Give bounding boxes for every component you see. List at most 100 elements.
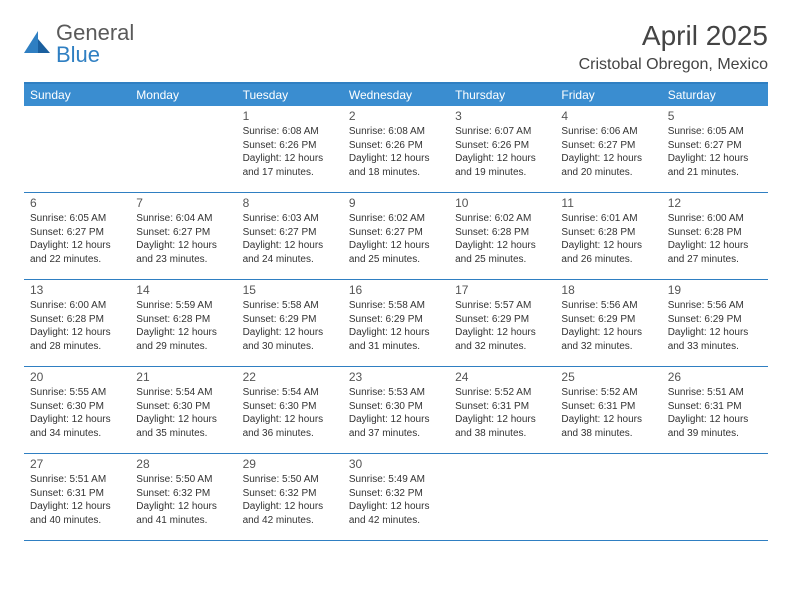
day-info: Sunrise: 6:05 AMSunset: 6:27 PMDaylight:… [668, 125, 762, 179]
calendar-header-row: SundayMondayTuesdayWednesdayThursdayFrid… [24, 84, 768, 106]
calendar-cell: 7 Sunrise: 6:04 AMSunset: 6:27 PMDaylight… [130, 193, 236, 279]
calendar-cell [24, 106, 130, 192]
calendar-cell: 14 Sunrise: 5:59 AMSunset: 6:28 PMDayligh… [130, 280, 236, 366]
day-number: 24 [455, 370, 549, 384]
calendar-cell: 10Sunrise: 6:02 AMSunset: 6:28 PMDayligh… [449, 193, 555, 279]
day-number: 10 [455, 196, 549, 210]
calendar-cell: 23 Sunrise: 5:53 AMSunset: 6:30 PMDayligh… [343, 367, 449, 453]
logo-text: General Blue [56, 20, 134, 68]
calendar-cell: 6 Sunrise: 6:05 AMSunset: 6:27 PMDaylight… [24, 193, 130, 279]
day-number: 20 [30, 370, 124, 384]
calendar-cell: 19 Sunrise: 5:56 AMSunset: 6:29 PMDayligh… [662, 280, 768, 366]
day-info: Sunrise: 5:54 AMSunset: 6:30 PMDaylight:… [243, 386, 337, 440]
day-info: Sunrise: 5:50 AMSunset: 6:32 PMDaylight:… [243, 473, 337, 527]
day-info: Sunrise: 6:08 AMSunset: 6:26 PMDaylight:… [349, 125, 443, 179]
day-info: Sunrise: 5:54 AMSunset: 6:30 PMDaylight:… [136, 386, 230, 440]
day-info: Sunrise: 5:52 AMSunset: 6:31 PMDaylight:… [561, 386, 655, 440]
calendar-cell: 17 Sunrise: 5:57 AMSunset: 6:29 PMDayligh… [449, 280, 555, 366]
day-number: 28 [136, 457, 230, 471]
calendar-cell: 1 Sunrise: 6:08 AMSunset: 6:26 PMDaylight… [237, 106, 343, 192]
calendar-cell: 24 Sunrise: 5:52 AMSunset: 6:31 PMDayligh… [449, 367, 555, 453]
weekday-header: Saturday [662, 84, 768, 106]
day-number: 21 [136, 370, 230, 384]
day-number: 1 [243, 109, 337, 123]
calendar-cell: 15 Sunrise: 5:58 AMSunset: 6:29 PMDayligh… [237, 280, 343, 366]
calendar-cell: 18 Sunrise: 5:56 AMSunset: 6:29 PMDayligh… [555, 280, 661, 366]
calendar-cell: 2 Sunrise: 6:08 AMSunset: 6:26 PMDaylight… [343, 106, 449, 192]
logo-icon [24, 31, 52, 58]
day-info: Sunrise: 6:01 AMSunset: 6:28 PMDaylight:… [561, 212, 655, 266]
weekday-header: Tuesday [237, 84, 343, 106]
day-number: 29 [243, 457, 337, 471]
weekday-header: Friday [555, 84, 661, 106]
day-number: 13 [30, 283, 124, 297]
calendar-cell: 9 Sunrise: 6:02 AMSunset: 6:27 PMDaylight… [343, 193, 449, 279]
calendar-cell: 26 Sunrise: 5:51 AMSunset: 6:31 PMDayligh… [662, 367, 768, 453]
day-number: 26 [668, 370, 762, 384]
weekday-header: Wednesday [343, 84, 449, 106]
calendar-cell: 30Sunrise: 5:49 AMSunset: 6:32 PMDayligh… [343, 454, 449, 540]
day-info: Sunrise: 6:08 AMSunset: 6:26 PMDaylight:… [243, 125, 337, 179]
calendar-cell: 4Sunrise: 6:06 AMSunset: 6:27 PMDaylight… [555, 106, 661, 192]
calendar-cell: 16 Sunrise: 5:58 AMSunset: 6:29 PMDayligh… [343, 280, 449, 366]
weekday-header: Monday [130, 84, 236, 106]
day-number: 3 [455, 109, 549, 123]
day-number: 27 [30, 457, 124, 471]
day-info: Sunrise: 5:56 AMSunset: 6:29 PMDaylight:… [561, 299, 655, 353]
calendar-cell: 25 Sunrise: 5:52 AMSunset: 6:31 PMDayligh… [555, 367, 661, 453]
calendar-cell [130, 106, 236, 192]
day-number: 14 [136, 283, 230, 297]
calendar-body: 1 Sunrise: 6:08 AMSunset: 6:26 PMDaylight… [24, 106, 768, 541]
day-info: Sunrise: 5:55 AMSunset: 6:30 PMDaylight:… [30, 386, 124, 440]
day-info: Sunrise: 5:52 AMSunset: 6:31 PMDaylight:… [455, 386, 549, 440]
day-info: Sunrise: 6:04 AMSunset: 6:27 PMDaylight:… [136, 212, 230, 266]
day-number: 25 [561, 370, 655, 384]
day-number: 18 [561, 283, 655, 297]
day-number: 12 [668, 196, 762, 210]
page-title: April 2025 [579, 20, 768, 52]
day-info: Sunrise: 5:51 AMSunset: 6:31 PMDaylight:… [668, 386, 762, 440]
calendar-cell: 28Sunrise: 5:50 AMSunset: 6:32 PMDayligh… [130, 454, 236, 540]
day-number: 23 [349, 370, 443, 384]
day-number: 19 [668, 283, 762, 297]
calendar-cell: 13Sunrise: 6:00 AMSunset: 6:28 PMDayligh… [24, 280, 130, 366]
location-text: Cristobal Obregon, Mexico [579, 56, 768, 74]
day-info: Sunrise: 6:02 AMSunset: 6:27 PMDaylight:… [349, 212, 443, 266]
calendar-cell [662, 454, 768, 540]
day-number: 22 [243, 370, 337, 384]
day-info: Sunrise: 5:57 AMSunset: 6:29 PMDaylight:… [455, 299, 549, 353]
day-number: 30 [349, 457, 443, 471]
calendar-row: 6 Sunrise: 6:05 AMSunset: 6:27 PMDaylight… [24, 193, 768, 280]
calendar-cell [449, 454, 555, 540]
day-number: 15 [243, 283, 337, 297]
day-info: Sunrise: 6:05 AMSunset: 6:27 PMDaylight:… [30, 212, 124, 266]
calendar-cell: 20 Sunrise: 5:55 AMSunset: 6:30 PMDayligh… [24, 367, 130, 453]
day-number: 16 [349, 283, 443, 297]
calendar: SundayMondayTuesdayWednesdayThursdayFrid… [24, 82, 768, 541]
day-info: Sunrise: 5:59 AMSunset: 6:28 PMDaylight:… [136, 299, 230, 353]
day-info: Sunrise: 5:58 AMSunset: 6:29 PMDaylight:… [349, 299, 443, 353]
day-number: 17 [455, 283, 549, 297]
calendar-cell: 22 Sunrise: 5:54 AMSunset: 6:30 PMDayligh… [237, 367, 343, 453]
day-number: 8 [243, 196, 337, 210]
day-number: 9 [349, 196, 443, 210]
day-info: Sunrise: 5:58 AMSunset: 6:29 PMDaylight:… [243, 299, 337, 353]
calendar-cell [555, 454, 661, 540]
calendar-row: 1 Sunrise: 6:08 AMSunset: 6:26 PMDaylight… [24, 106, 768, 193]
calendar-cell: 29 Sunrise: 5:50 AMSunset: 6:32 PMDayligh… [237, 454, 343, 540]
day-info: Sunrise: 6:07 AMSunset: 6:26 PMDaylight:… [455, 125, 549, 179]
day-info: Sunrise: 6:00 AMSunset: 6:28 PMDaylight:… [668, 212, 762, 266]
day-number: 2 [349, 109, 443, 123]
calendar-cell: 5 Sunrise: 6:05 AMSunset: 6:27 PMDaylight… [662, 106, 768, 192]
day-number: 5 [668, 109, 762, 123]
day-info: Sunrise: 5:56 AMSunset: 6:29 PMDaylight:… [668, 299, 762, 353]
day-number: 7 [136, 196, 230, 210]
weekday-header: Thursday [449, 84, 555, 106]
day-info: Sunrise: 6:03 AMSunset: 6:27 PMDaylight:… [243, 212, 337, 266]
calendar-row: 13Sunrise: 6:00 AMSunset: 6:28 PMDayligh… [24, 280, 768, 367]
calendar-cell: 21 Sunrise: 5:54 AMSunset: 6:30 PMDayligh… [130, 367, 236, 453]
day-info: Sunrise: 5:51 AMSunset: 6:31 PMDaylight:… [30, 473, 124, 527]
day-info: Sunrise: 5:53 AMSunset: 6:30 PMDaylight:… [349, 386, 443, 440]
day-number: 6 [30, 196, 124, 210]
calendar-cell: 3 Sunrise: 6:07 AMSunset: 6:26 PMDaylight… [449, 106, 555, 192]
